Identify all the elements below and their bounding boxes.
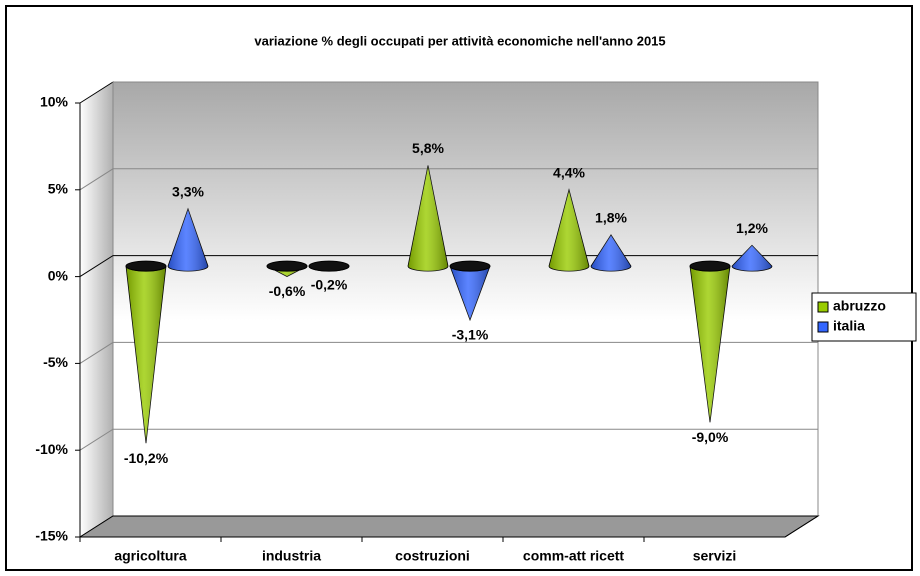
cone-shade: [591, 234, 631, 272]
value-label: 5,8%: [412, 140, 444, 156]
value-label: -9,0%: [692, 429, 729, 445]
cone-shade: [549, 189, 589, 272]
cone-shade: [732, 245, 772, 272]
back-depth: [784, 515, 819, 538]
cone-base: [308, 260, 350, 272]
y-tick-label: 5%: [48, 181, 69, 197]
x-tick-label: industria: [262, 548, 321, 564]
legend-swatch: [817, 321, 829, 333]
y-tick-label: 0%: [48, 267, 69, 283]
cone-base: [125, 260, 167, 272]
grid-line: [79, 168, 818, 191]
y-tick-label: 10%: [40, 94, 69, 110]
grid-line: [79, 341, 818, 364]
y-tick-label: -5%: [43, 354, 68, 370]
value-label: 1,8%: [595, 210, 627, 226]
cone: [449, 260, 491, 322]
chart-title: variazione % degli occupati per attività…: [254, 33, 665, 48]
value-label: -0,6%: [269, 283, 306, 299]
cone-shade: [690, 266, 730, 423]
x-tick-label: agricoltura: [114, 548, 187, 564]
cone: [308, 260, 350, 272]
value-label: -10,2%: [124, 450, 169, 466]
cone: [731, 244, 773, 272]
cone: [266, 260, 308, 277]
legend-swatch: [817, 301, 829, 313]
cone: [407, 165, 449, 272]
cone-base: [689, 260, 731, 272]
value-label: -0,2%: [311, 276, 348, 292]
value-label: 1,2%: [736, 220, 768, 236]
cone: [548, 188, 590, 272]
side-wall: [79, 81, 114, 538]
x-tick-label: costruzioni: [395, 548, 470, 564]
cone-shade: [450, 266, 490, 320]
value-label: 3,3%: [172, 184, 204, 200]
x-tick-label: servizi: [693, 548, 737, 564]
legend-label: italia: [833, 318, 865, 334]
cone: [689, 260, 731, 423]
grid-line: [79, 428, 818, 451]
cone-shade: [168, 208, 208, 272]
y-tick-label: -10%: [35, 441, 68, 457]
cone-shade: [126, 266, 166, 444]
x-tick-label: comm-att ricett: [523, 548, 624, 564]
legend-box: [811, 292, 917, 342]
cone-shade: [408, 165, 448, 272]
cone-base: [266, 260, 308, 272]
cone: [125, 260, 167, 444]
y-tick-label: -15%: [35, 528, 68, 544]
cone-base: [449, 260, 491, 272]
value-label: 4,4%: [553, 164, 585, 180]
value-label: -3,1%: [452, 327, 489, 343]
cone: [167, 207, 209, 272]
floor: [78, 515, 820, 538]
cone: [590, 234, 632, 272]
legend-label: abruzzo: [833, 298, 886, 314]
